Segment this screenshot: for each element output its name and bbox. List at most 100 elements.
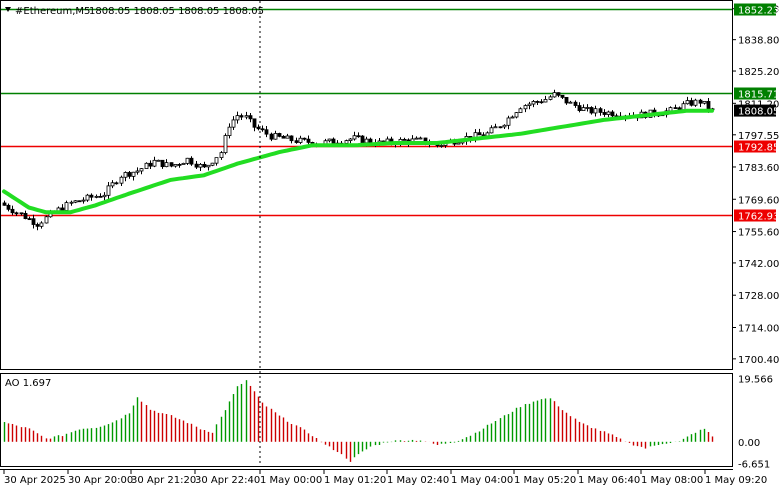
y-tick-label: 1714.00	[738, 323, 779, 334]
candle-body	[489, 127, 494, 134]
candle-body	[260, 128, 265, 131]
candle-body	[194, 163, 199, 168]
candle-body	[552, 92, 557, 98]
candle-body	[306, 138, 311, 143]
candle-body	[152, 159, 157, 167]
candle-body	[60, 207, 65, 211]
candle-body	[227, 126, 232, 136]
candle-body	[256, 126, 261, 130]
candle-body	[556, 92, 561, 96]
candle-body	[539, 101, 544, 104]
candle-body	[298, 137, 303, 143]
x-tick-label: 1 May 09:20	[705, 475, 767, 486]
candle-body	[498, 126, 503, 129]
x-tick-label: 1 May 01:20	[324, 475, 386, 486]
candle-body	[348, 138, 353, 142]
candle-body	[264, 129, 269, 135]
candle-body	[418, 137, 423, 140]
candle-body	[344, 140, 349, 144]
x-tick-label: 1 May 06:40	[578, 475, 640, 486]
x-tick-label: 1 May 02:40	[387, 475, 449, 486]
candle-body	[481, 134, 486, 137]
candle-body	[523, 105, 528, 110]
y-tick-label: 1700.40	[738, 355, 779, 366]
candle-body	[685, 100, 690, 105]
dropdown-triangle-icon[interactable]	[5, 7, 11, 12]
level-tag-label: 1762.93	[738, 212, 779, 223]
candle-body	[144, 162, 149, 169]
candle-body	[164, 162, 169, 168]
x-tick-label: 30 Apr 2025	[4, 475, 66, 486]
candle-body	[589, 107, 594, 114]
candle-body	[123, 172, 128, 178]
candle-body	[39, 222, 44, 227]
candle-body	[31, 218, 36, 225]
ao-tick-label: 0.00	[738, 438, 760, 449]
candle-body	[73, 200, 78, 203]
candle-body	[177, 164, 182, 166]
candle-body	[564, 96, 569, 104]
candle-body	[185, 157, 190, 164]
candle-body	[581, 107, 586, 111]
candle-body	[493, 126, 498, 129]
symbol-title: #Ethereum,M5	[15, 6, 90, 17]
y-tick-label: 1825.20	[738, 67, 779, 78]
candle-body	[289, 135, 294, 142]
candle-body	[85, 194, 90, 201]
candle-body	[285, 135, 290, 139]
y-tick-label: 1728.00	[738, 291, 779, 302]
candle-body	[114, 182, 119, 185]
candle-body	[35, 224, 40, 227]
candle-body	[560, 94, 565, 98]
candle-body	[702, 100, 707, 104]
ao-label: AO 1.697	[5, 378, 51, 389]
candle-body	[502, 124, 507, 128]
level-tag-label: 1852.23	[738, 6, 779, 17]
candle-body	[531, 101, 536, 105]
candle-body	[352, 135, 357, 140]
price-axis: 1852.231838.801825.201811.201797.551783.…	[732, 5, 779, 470]
candle-body	[148, 162, 153, 167]
candle-body	[223, 135, 228, 154]
y-tick-label: 1755.60	[738, 228, 779, 239]
price-panel-frame	[0, 0, 733, 370]
candle-body	[248, 115, 253, 120]
candle-body	[518, 108, 523, 113]
ohlc-values: 1808.05 1808.05 1808.05 1808.05	[89, 6, 264, 17]
candle-body	[127, 172, 132, 177]
candle-body	[602, 112, 607, 115]
candle-body	[668, 107, 673, 112]
candle-body	[27, 218, 32, 221]
candle-body	[98, 195, 103, 198]
candle-body	[514, 112, 519, 118]
candle-body	[573, 101, 578, 106]
candle-body	[277, 133, 282, 137]
indicator-panel-frame	[0, 373, 733, 467]
candle-body	[189, 157, 194, 165]
candle-body	[252, 118, 257, 128]
candle-body	[281, 135, 286, 139]
candle-body	[360, 135, 365, 144]
y-tick-label: 1769.60	[738, 195, 779, 206]
candle-body	[598, 108, 603, 113]
candle-body	[77, 200, 82, 203]
level-tag-1792.85	[734, 140, 776, 153]
candle-body	[568, 101, 573, 104]
candle-body	[331, 138, 336, 144]
candle-body	[269, 133, 274, 140]
candle-body	[135, 170, 140, 173]
candle-body	[202, 163, 207, 168]
level-tag-1852.23	[734, 3, 776, 16]
x-tick-label: 1 May 08:00	[641, 475, 703, 486]
candle-body	[160, 159, 165, 168]
level-tag-1762.93	[734, 209, 776, 222]
level-tag-label: 1815.71	[738, 90, 779, 101]
candle-body	[19, 212, 24, 215]
x-tick-label: 1 May 05:20	[514, 475, 576, 486]
candle-body	[89, 194, 94, 198]
x-tick-label: 1 May 04:00	[451, 475, 513, 486]
candle-body	[2, 202, 7, 206]
candle-body	[14, 212, 19, 215]
current-price-label: 1808.05	[738, 107, 779, 118]
